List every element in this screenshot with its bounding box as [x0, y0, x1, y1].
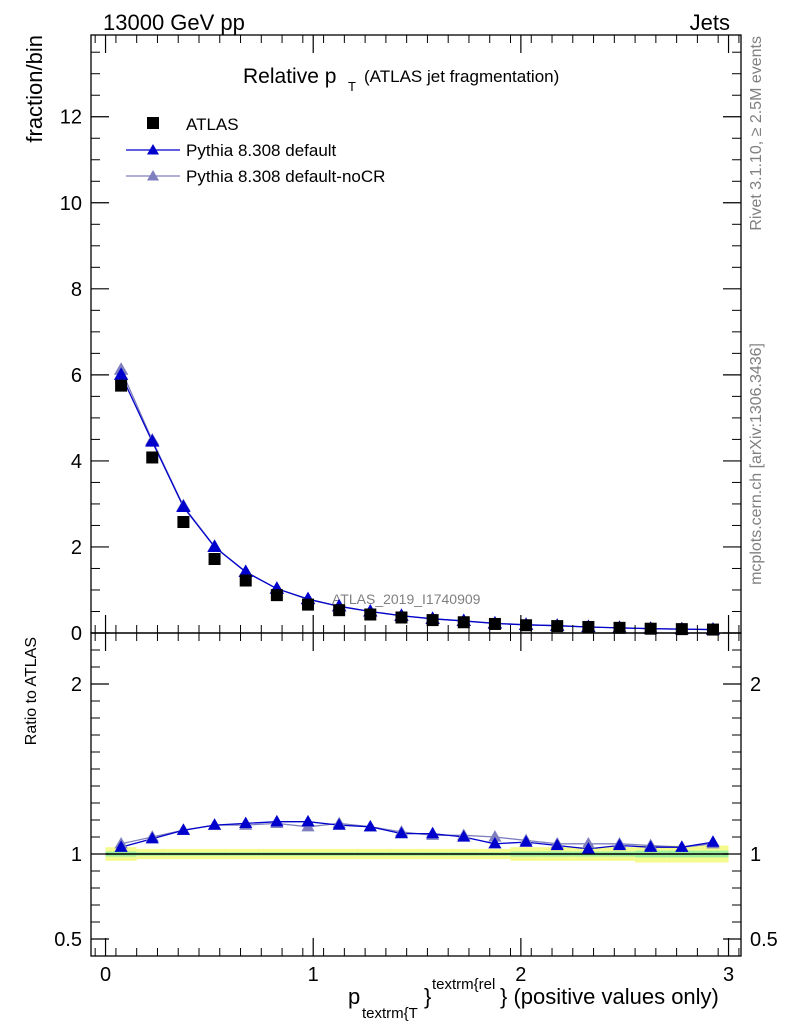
ratio-series: [114, 814, 720, 854]
main-ytick-label: 6: [71, 365, 82, 387]
main-point-atlas-16: [613, 621, 626, 634]
main-point-atlas-3: [208, 553, 221, 566]
main-point-atlas-7: [333, 604, 346, 617]
main-point-atlas-4: [239, 574, 252, 587]
main-point-series1-2: [176, 499, 191, 512]
ratio-point-series0-7: [332, 818, 346, 830]
main-point-atlas-12: [488, 617, 501, 630]
ratio-point-series0-12: [488, 836, 502, 849]
main-ytick-label: 2: [71, 537, 82, 559]
legend-label-default: Pythia 8.308 default: [186, 141, 337, 160]
ratio-point-series0-8: [363, 819, 377, 832]
ratio-point-series0-0: [114, 840, 128, 852]
main-series: [113, 362, 721, 636]
legend-label-atlas: ATLAS: [186, 115, 239, 134]
xlabel-brace: }: [424, 984, 431, 1009]
main-ytick-label: 10: [60, 193, 82, 215]
ratio-point-series0-2: [176, 823, 191, 835]
main-point-atlas-8: [364, 608, 377, 621]
ratio-ytick-label-right: 0.5: [750, 929, 778, 951]
mcplots-label: mcplots.cern.ch [arXiv:1306.3436]: [748, 343, 765, 585]
main-point-atlas-17: [644, 622, 657, 635]
main-point-series1-3: [207, 539, 222, 552]
main-title-sub: T: [348, 79, 356, 94]
legend-marker-default: [147, 144, 159, 155]
ratio-point-series0-4: [239, 816, 253, 829]
main-point-atlas-9: [395, 611, 408, 624]
ratio-point-series0-11: [457, 830, 471, 842]
ratio-ylabel: Ratio to ATLAS: [23, 637, 40, 745]
ratio-point-series0-3: [207, 818, 222, 830]
ratio-point-series1-12: [488, 830, 502, 842]
main-point-atlas-19: [706, 623, 719, 636]
main-point-series1-0: [113, 367, 129, 380]
legend-marker-nocr: [147, 170, 159, 181]
main-yticks: 0 2 4 6 8 10 12: [60, 51, 741, 645]
ratio-ytick-label: 1: [71, 844, 82, 866]
ratio-point-series0-17: [644, 840, 658, 852]
xlabel-sup: textrm{rel: [432, 976, 495, 993]
main-point-atlas-6: [302, 598, 315, 611]
ratio-point-series0-1: [145, 831, 159, 844]
legend: ATLAS Pythia 8.308 default Pythia 8.308 …: [126, 115, 385, 186]
main-ytick-label: 4: [71, 451, 82, 473]
main-ytick-label: 12: [60, 107, 82, 129]
main-point-atlas-13: [520, 619, 533, 632]
ratio-point-series0-16: [612, 838, 627, 851]
xtick-label: 2: [515, 964, 526, 986]
main-point-atlas-15: [582, 620, 595, 633]
ratio-ytick-label: 2: [71, 674, 82, 696]
analysis-watermark: ATLAS_2019_I1740909: [332, 591, 481, 607]
main-ylabel: fraction/bin: [22, 35, 47, 143]
header-right: Jets: [690, 10, 730, 35]
main-panel: fraction/bin Relative p T (ATLAS jet fra…: [22, 34, 742, 645]
main-point-atlas-2: [177, 516, 190, 529]
ratio-ytick-label-right: 1: [750, 844, 761, 866]
main-point-atlas-14: [551, 620, 564, 633]
ratio-point-series0-19: [706, 835, 720, 847]
xlabel-main: p: [348, 984, 360, 1009]
ratio-point-series0-18: [675, 840, 689, 852]
main-point-atlas-5: [270, 589, 283, 602]
xticks: 0 1 2 3: [94, 35, 740, 986]
ratio-point-series0-14: [550, 838, 564, 851]
xtick-label: 1: [308, 964, 319, 986]
xtick-label: 3: [723, 964, 734, 986]
header-left: 13000 GeV pp: [103, 10, 245, 35]
ratio-frame: [90, 632, 742, 957]
ratio-point-series0-6: [301, 814, 315, 827]
rivet-label: Rivet 3.1.10, ≥ 2.5M events: [748, 36, 765, 231]
ratio-line-0: [120, 821, 714, 850]
ratio-point-series0-9: [394, 826, 409, 839]
legend-marker-atlas: [147, 117, 159, 129]
ratio-yticks: 0.5 0.5 1 1 2 2: [54, 649, 778, 951]
main-ytick-label: 0: [71, 623, 82, 645]
ratio-point-series0-15: [581, 842, 595, 854]
main-title-rest: (ATLAS jet fragmentation): [364, 67, 559, 86]
main-point-series1-1: [145, 434, 160, 447]
main-point-atlas-10: [426, 614, 439, 627]
main-point-atlas-1: [146, 451, 159, 464]
ratio-ytick-label-right: 2: [750, 674, 761, 696]
main-point-atlas-0: [115, 379, 128, 392]
ratio-point-series0-13: [519, 835, 533, 847]
main-title: Relative p: [243, 65, 336, 88]
main-ytick-label: 8: [71, 279, 82, 301]
xtick-label: 0: [100, 964, 111, 986]
xlabel-sub: textrm{T: [362, 1005, 418, 1022]
main-point-atlas-11: [457, 616, 470, 629]
ratio-point-series0-10: [426, 826, 440, 839]
ratio-point-series0-5: [270, 814, 284, 827]
ratio-ytick-label: 0.5: [54, 929, 82, 951]
legend-label-nocr: Pythia 8.308 default-noCR: [186, 167, 385, 186]
main-point-series1-4: [238, 564, 253, 577]
main-point-atlas-18: [675, 623, 688, 636]
xlabel-rest: } (positive values only): [500, 984, 719, 1009]
